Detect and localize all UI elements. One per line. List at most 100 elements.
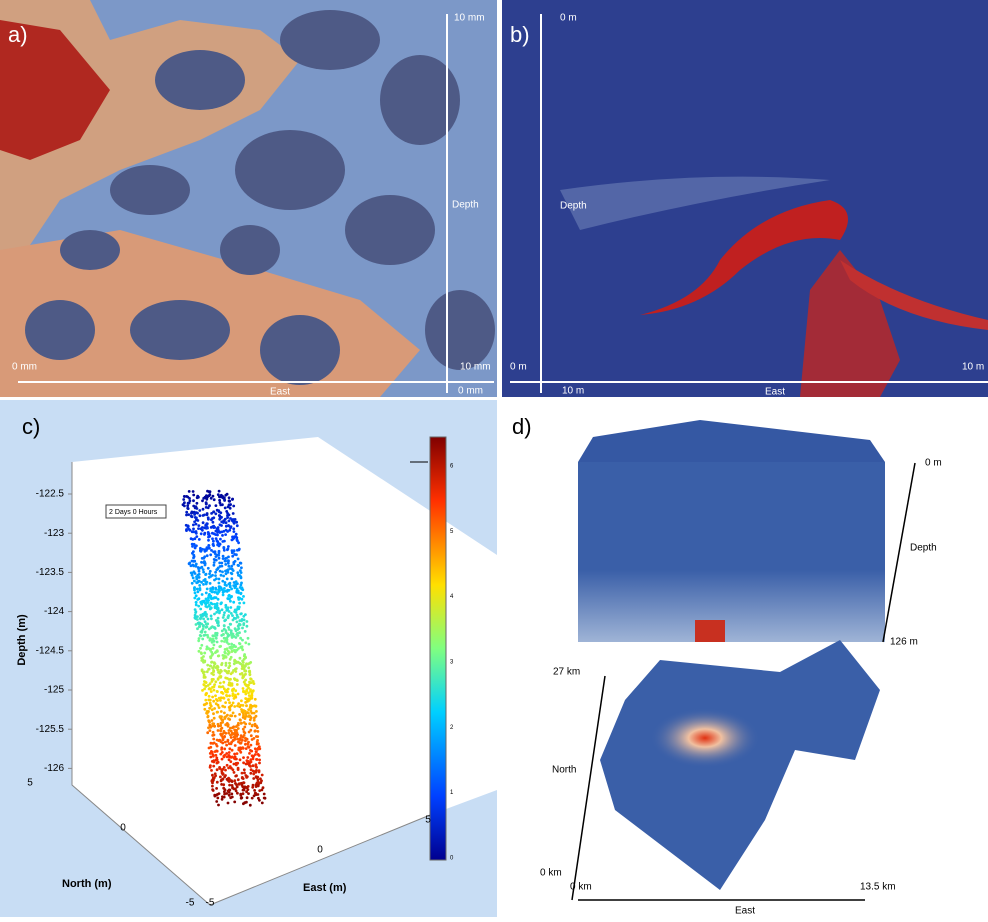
particle	[222, 736, 225, 739]
particle	[221, 534, 224, 537]
particle	[221, 798, 224, 801]
particle	[221, 503, 224, 506]
particle	[256, 735, 259, 738]
particle	[212, 543, 215, 546]
particle	[230, 793, 233, 796]
particle	[217, 493, 220, 496]
particle	[208, 490, 211, 493]
particle	[197, 605, 200, 608]
particle	[232, 601, 235, 604]
particle	[218, 530, 221, 533]
particle	[198, 509, 201, 512]
particle	[212, 742, 215, 745]
particle	[219, 682, 222, 685]
panel-b: b) 0 m Depth 0 m 10 m East 10 m	[502, 0, 988, 398]
particle	[248, 714, 251, 717]
particle	[204, 602, 207, 605]
particle	[210, 615, 213, 618]
particle	[236, 524, 239, 527]
particle	[222, 657, 225, 660]
particle	[231, 498, 234, 501]
colorbar	[430, 437, 446, 860]
particle	[231, 549, 234, 552]
particle	[261, 802, 264, 805]
particle	[192, 528, 195, 531]
particle	[252, 777, 255, 780]
particle	[223, 496, 226, 499]
particle	[216, 665, 219, 668]
particle	[229, 796, 232, 799]
particle	[228, 794, 231, 797]
particle	[233, 617, 236, 620]
particle	[239, 751, 242, 754]
particle	[247, 712, 250, 715]
particle	[215, 537, 218, 540]
particle	[194, 592, 197, 595]
particle	[245, 712, 248, 715]
particle	[255, 710, 258, 713]
particle	[246, 776, 249, 779]
particle	[215, 794, 218, 797]
particle	[193, 513, 196, 516]
particle	[214, 571, 217, 574]
particle	[230, 730, 233, 733]
particle	[221, 691, 224, 694]
particle	[211, 760, 214, 763]
particle	[219, 523, 222, 526]
particle	[244, 656, 247, 659]
particle	[185, 528, 188, 531]
particle	[215, 754, 218, 757]
particle	[208, 547, 211, 550]
y-tick-label: -125.5	[36, 724, 65, 735]
particle	[214, 680, 217, 683]
particle	[239, 758, 242, 761]
particle	[215, 568, 218, 571]
particle	[231, 787, 234, 790]
particle	[251, 786, 254, 789]
particle	[207, 715, 210, 718]
particle	[206, 645, 209, 648]
particle	[225, 529, 228, 532]
particle	[206, 626, 209, 629]
particle	[216, 762, 219, 765]
particle	[222, 773, 225, 776]
particle	[196, 502, 199, 505]
particle	[217, 804, 220, 807]
particle	[216, 641, 219, 644]
particle	[238, 627, 241, 630]
particle	[219, 570, 222, 573]
particle	[245, 801, 248, 804]
particle	[231, 694, 234, 697]
particle	[205, 506, 208, 509]
particle	[195, 523, 198, 526]
particle	[223, 796, 226, 799]
particle	[242, 709, 245, 712]
particle	[238, 713, 241, 716]
particle	[221, 727, 224, 730]
particle	[219, 776, 222, 779]
particle	[211, 678, 214, 681]
particle	[210, 617, 213, 620]
particle	[237, 693, 240, 696]
particle	[207, 544, 210, 547]
particle	[217, 655, 220, 658]
particle	[226, 695, 229, 698]
particle	[232, 569, 235, 572]
particle	[238, 782, 241, 785]
particle	[230, 629, 233, 632]
particle	[204, 699, 207, 702]
particle	[209, 752, 212, 755]
y-tick-label: -124	[44, 606, 64, 617]
particle	[199, 547, 202, 550]
particle	[209, 704, 212, 707]
particle	[219, 538, 222, 541]
particle	[213, 665, 216, 668]
particle	[197, 580, 200, 583]
particle	[233, 705, 236, 708]
particle	[222, 783, 225, 786]
particle	[210, 769, 213, 772]
particle	[226, 691, 229, 694]
particle	[211, 591, 214, 594]
particle	[227, 595, 230, 598]
particle	[207, 531, 210, 534]
